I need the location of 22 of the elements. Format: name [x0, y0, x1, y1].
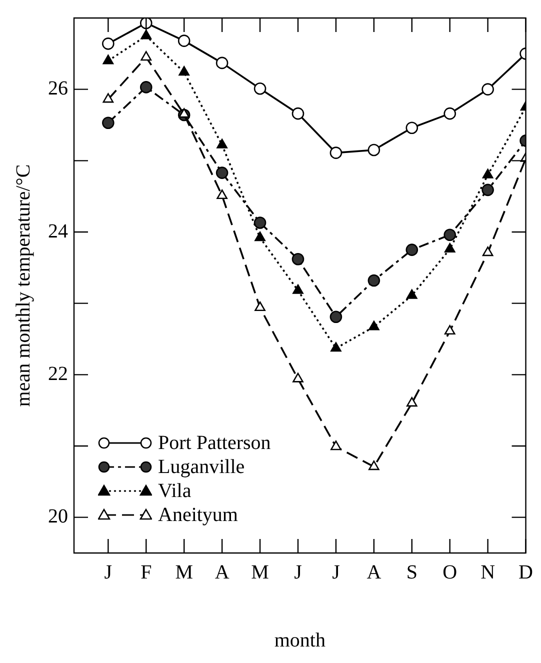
x-tick-label: N	[480, 561, 496, 584]
x-tick-label: M	[251, 561, 270, 584]
x-tick-label: M	[175, 561, 194, 584]
x-tick-label: A	[214, 561, 230, 584]
legend-label: Aneityum	[158, 503, 238, 527]
x-tick-label: J	[104, 561, 112, 584]
legend-label: Port Patterson	[158, 431, 271, 455]
y-tick-label: 24	[48, 220, 68, 242]
y-tick-label: 26	[48, 78, 68, 100]
x-tick-label: A	[366, 561, 382, 584]
x-tick-label: O	[442, 561, 458, 584]
x-tick-label: J	[332, 561, 340, 584]
legend-label: Luganville	[158, 455, 245, 479]
x-tick-label: F	[140, 561, 152, 584]
x-axis-title: month	[274, 629, 326, 652]
y-tick-label: 22	[48, 362, 68, 385]
legend-label: Vila	[158, 479, 192, 503]
y-axis-title: mean monthly temperature/°C	[12, 164, 34, 407]
x-tick-label: S	[406, 561, 418, 584]
x-tick-label: J	[294, 561, 302, 584]
x-tick-label: D	[518, 561, 534, 584]
y-tick-label: 20	[48, 506, 68, 528]
